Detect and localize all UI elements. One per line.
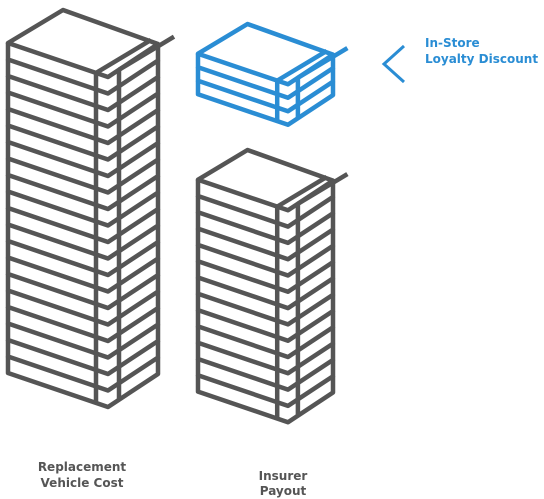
bill-outline <box>117 34 176 72</box>
replacement-label: Replacement <box>38 460 127 474</box>
bill-outline <box>94 37 153 75</box>
replacement-label: Vehicle Cost <box>41 476 124 490</box>
money-stacks <box>5 7 349 425</box>
insurer-label: Insurer <box>259 469 308 483</box>
bill-outline <box>296 46 349 80</box>
bill-outline <box>276 174 328 209</box>
insurer-label: Payout <box>260 484 307 498</box>
bill-outline <box>296 172 349 206</box>
discount-label: In-Store <box>425 36 480 50</box>
bill-outline <box>276 48 328 83</box>
chevron <box>381 44 406 84</box>
discount-label: Loyalty Discount <box>425 52 538 66</box>
